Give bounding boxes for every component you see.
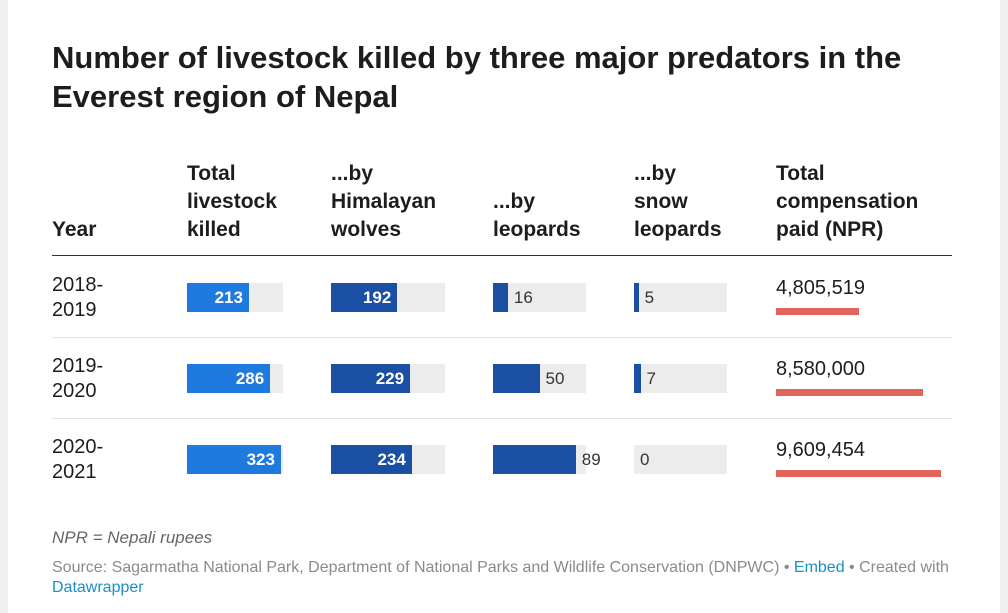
header-line: ...by <box>634 162 677 185</box>
table-header: Year Total livestock killed ...by Himala… <box>8 160 1000 244</box>
chart-card: Number of livestock killed by three majo… <box>8 0 1000 613</box>
source-line: Source: Sagarmatha National Park, Depart… <box>52 558 952 598</box>
year-cell: 2018- 2019 <box>52 273 103 323</box>
compensation-value: 4,805,519 <box>776 277 865 299</box>
snow-bar-track: 7 <box>634 364 727 393</box>
chart-title: Number of livestock killed by three majo… <box>52 40 902 114</box>
header-line: Total <box>187 162 236 185</box>
total-bar <box>187 283 249 312</box>
header-compensation: Total compensation paid (NPR) <box>776 160 918 244</box>
header-line: compensation <box>776 190 919 213</box>
row-divider <box>52 418 952 419</box>
header-line: killed <box>187 218 241 241</box>
header-wolves: ...by Himalayan wolves <box>331 160 436 244</box>
leopards-bar <box>493 364 540 393</box>
wolves-value-label: 192 <box>362 288 392 307</box>
total-bar <box>187 445 281 474</box>
leopards-bar-track: 50 <box>493 364 586 393</box>
total-bar-track: 286 <box>187 364 283 393</box>
total-value-label: 323 <box>246 450 275 469</box>
compensation-bar <box>776 470 941 477</box>
header-year-label: Year <box>52 218 97 241</box>
total-bar-track: 213 <box>187 283 283 312</box>
header-total: Total livestock killed <box>187 160 277 244</box>
leopards-value-label: 16 <box>513 288 533 307</box>
snow-value-label: 5 <box>644 288 655 307</box>
table-row: 2019- 2020 286 229 50 7 8,580,000 <box>8 337 1000 417</box>
year-cell: 2019- 2020 <box>52 354 103 404</box>
wolves-bar-track: 192 <box>331 283 445 312</box>
year-line: 2020- <box>52 436 104 458</box>
wolves-bar-track: 234 <box>331 445 445 474</box>
compensation-bar <box>776 389 924 396</box>
header-snow-leopards: ...by snow leopards <box>634 160 722 244</box>
header-line: ...by <box>493 190 536 213</box>
leopards-bar <box>493 283 508 312</box>
header-divider <box>52 255 952 256</box>
total-bar <box>187 364 271 393</box>
snow-value-label: 7 <box>646 369 656 388</box>
snow-bar <box>634 364 641 393</box>
table-row: 2018- 2019 213 192 16 5 4,805,519 <box>8 256 1000 336</box>
wolves-value-label: 234 <box>377 450 406 469</box>
total-value-label: 286 <box>235 369 265 388</box>
header-line: ...by <box>331 162 374 185</box>
compensation-value: 9,609,454 <box>776 439 865 461</box>
row-divider <box>52 337 952 338</box>
wolves-bar <box>331 445 412 474</box>
snow-value-label: 0 <box>640 450 650 469</box>
total-bar-track: 323 <box>187 445 283 474</box>
snow-bar-track: 5 <box>634 283 727 312</box>
year-cell: 2020- 2021 <box>52 435 103 485</box>
embed-link[interactable]: Embed <box>793 559 845 576</box>
snow-bar-track: 0 <box>634 445 727 474</box>
created-text: • Created with <box>844 559 949 576</box>
footnote: NPR = Nepali rupees <box>52 528 213 547</box>
wolves-bar <box>331 283 398 312</box>
header-line: Himalayan <box>331 190 437 213</box>
table-row: 2020- 2021 323 234 89 0 9,609,454 <box>8 418 1000 498</box>
year-line: 2019- <box>52 355 104 377</box>
header-line: livestock <box>187 190 277 213</box>
leopards-bar-track: 89 <box>493 445 601 474</box>
compensation-bar <box>776 308 859 315</box>
header-line: paid (NPR) <box>776 218 884 241</box>
total-value-label: 213 <box>214 288 243 307</box>
header-line: snow <box>634 190 688 213</box>
wolves-bar-track: 229 <box>331 364 445 393</box>
year-line: 2018- <box>52 274 104 296</box>
header-year: Year <box>52 216 96 244</box>
leopards-value-label: 50 <box>545 369 565 388</box>
year-line: 2020 <box>52 380 97 402</box>
header-line: Total <box>776 162 825 185</box>
snow-bar <box>634 283 639 312</box>
leopards-bar-track: 16 <box>493 283 586 312</box>
source-text: Source: Sagarmatha National Park, Depart… <box>52 559 794 576</box>
header-leopards: ...by leopards <box>493 188 581 244</box>
leopards-bar <box>493 445 576 474</box>
year-line: 2021 <box>52 461 97 483</box>
year-line: 2019 <box>52 299 97 321</box>
header-line: leopards <box>634 218 722 241</box>
header-line: leopards <box>493 218 581 241</box>
compensation-value: 8,580,000 <box>776 358 865 380</box>
header-line: wolves <box>331 218 402 241</box>
datawrapper-link[interactable]: Datawrapper <box>52 579 144 596</box>
leopards-value-label: 89 <box>581 450 601 469</box>
wolves-bar <box>331 364 411 393</box>
wolves-value-label: 229 <box>375 369 405 388</box>
